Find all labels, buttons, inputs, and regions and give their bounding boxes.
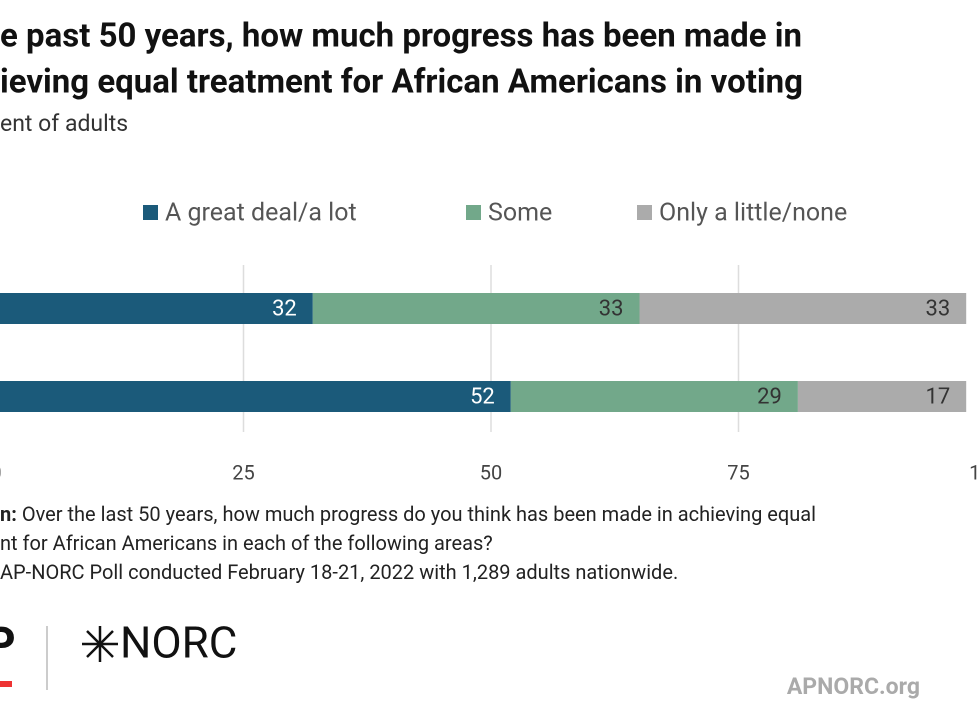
footnote-line: AP-NORC Poll conducted February 18-21, 2…: [0, 560, 678, 584]
footnote-line: nt for African Americans in each of the …: [0, 531, 493, 555]
legend-label: A great deal/a lot: [165, 199, 357, 228]
chart-title: ieving equal treatment for African Ameri…: [0, 63, 803, 102]
data-label: 52: [470, 384, 495, 409]
legend-swatch: [143, 205, 158, 220]
ap-logo: P: [0, 618, 16, 672]
website: APNORC.org: [787, 673, 920, 700]
x-tick-label: 75: [727, 460, 749, 484]
x-tick-label: 0: [0, 460, 2, 484]
legend-swatch: [637, 205, 652, 220]
data-label: 33: [599, 296, 624, 321]
data-label: 17: [925, 384, 950, 409]
x-tick-label: 50: [480, 460, 502, 484]
bar-segment: [312, 293, 640, 324]
bar-segment: [797, 381, 967, 412]
x-tick-label: 100: [969, 460, 980, 484]
footnote-text: nt for African Americans in each of the …: [0, 531, 493, 555]
x-tick-label: 25: [232, 460, 254, 484]
chart-subtitle: ent of adults: [0, 110, 128, 137]
legend-label: Only a little/none: [659, 199, 847, 228]
footnote-line: n: Over the last 50 years, how much prog…: [0, 502, 816, 526]
data-label: 33: [925, 296, 950, 321]
chart-title: e past 50 years, how much progress has b…: [0, 17, 802, 56]
legend-label: Some: [488, 199, 552, 228]
footnote-text: Over the last 50 years, how much progres…: [22, 502, 816, 526]
norc-star: [82, 626, 118, 662]
bar-segment: [639, 293, 967, 324]
legend-swatch: [466, 205, 481, 220]
ap-logo-accent: [0, 681, 12, 687]
footnote-label: n:: [0, 502, 17, 526]
bar-segment: [0, 381, 511, 412]
bar-segment: [0, 293, 313, 324]
footnotes: n: Over the last 50 years, how much prog…: [0, 502, 816, 584]
data-label: 29: [757, 384, 782, 409]
norc-logo: NORC: [120, 617, 237, 669]
data-label: 32: [272, 296, 297, 321]
bar-segment: [510, 381, 798, 412]
footnote-text: AP-NORC Poll conducted February 18-21, 2…: [0, 560, 678, 584]
